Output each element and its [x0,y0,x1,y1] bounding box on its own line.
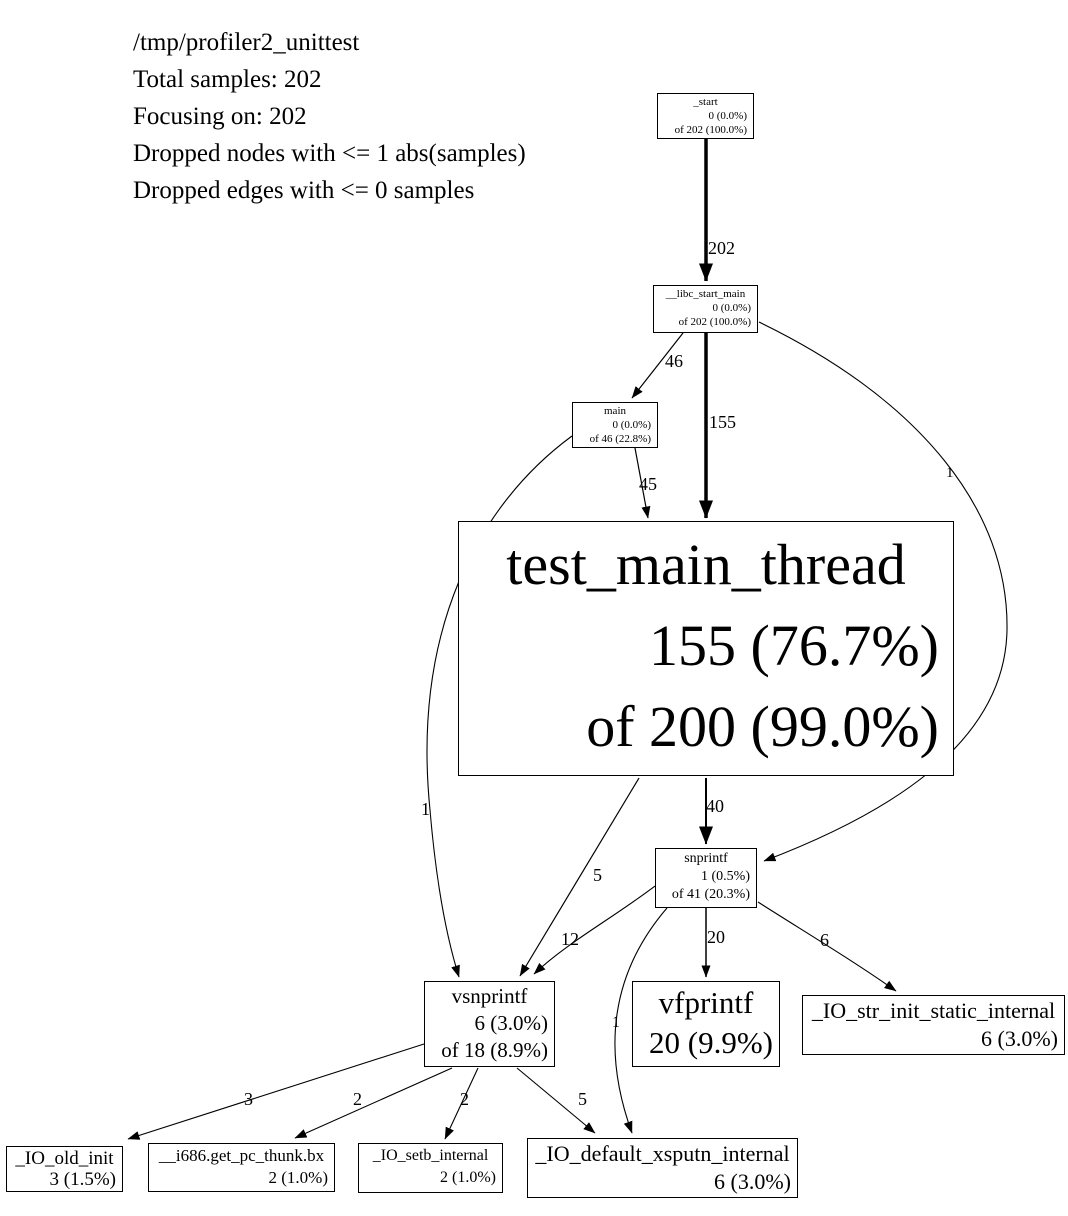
node-test-name: test_main_thread [506,532,906,597]
node-i686-get-pc-thunk: __i686.get_pc_thunk.bx 2 (1.0%) [148,1143,335,1192]
focusing-line: Focusing on: 202 [133,103,307,130]
node-i686-flat: 2 (1.0%) [268,1168,328,1187]
edge-label-vsnprintf-iosetb: 2 [460,1089,469,1109]
node-test-flat: 155 (76.7%) [649,613,939,678]
node-ioxsputn-name: _IO_default_xsputn_internal [535,1141,790,1166]
binary-path: /tmp/profiler2_unittest [133,29,360,56]
edge-snprintf-vsnprintf [533,885,656,975]
edge-label-test-vsnprintf: 5 [593,865,602,885]
edge-label-vsnprintf-i686: 2 [353,1089,362,1109]
edge-vsnprintf-iosetb [444,1067,479,1140]
node-start-cum: of 202 (100.0%) [674,124,747,136]
node-vfprintf-flat: 20 (9.9%) [649,1025,773,1060]
edge-snprintf-ioxsputn [614,907,668,1134]
node-start-name: _start [693,96,718,108]
edge-label-libc-snprintf: 1 [946,465,954,481]
edge-label-libc-test: 155 [709,412,736,432]
dropped-edges-line: Dropped edges with <= 0 samples [133,177,475,204]
node-ioxsputn-flat: 6 (3.0%) [714,1169,791,1194]
edge-main-test [634,447,651,519]
edge-label-main-test: 45 [639,474,657,494]
node-iooldinit-flat: 3 (1.5%) [49,1169,116,1190]
node-main-cum: of 46 (22.8%) [589,433,651,445]
node-iostrinit-name: _IO_str_init_static_internal [811,998,1056,1023]
node-io-default-xsputn-internal: _IO_default_xsputn_internal 6 (3.0%) [527,1138,798,1198]
edge-libc-snprintf [758,321,1008,862]
node-libc-name: __libc_start_main [665,288,746,300]
edge-vsnprintf-iooldinit [127,1043,425,1140]
node-iosetb-flat: 2 (1.0%) [440,1169,496,1186]
node-snprintf-cum: of 41 (20.3%) [671,887,750,902]
edge-snprintf-iostrinit [757,901,897,992]
edge-label-libc-main: 46 [665,351,683,371]
node-main-flat: 0 (0.0%) [612,419,652,431]
node-iosetb-name: _IO_setb_internal [372,1147,489,1164]
node-i686-name: __i686.get_pc_thunk.bx [158,1146,325,1165]
edge-vsnprintf-i686 [294,1067,453,1139]
node-libc-flat: 0 (0.0%) [712,302,752,314]
node-iooldinit-name: _IO_old_init [15,1148,114,1169]
node-snprintf-flat: 1 (0.5%) [701,869,750,884]
edge-vsnprintf-ioxsputn [516,1067,596,1134]
edge-test-vsnprintf [519,777,640,977]
node-test-main-thread: test_main_thread 155 (76.7%) of 200 (99.… [458,521,954,776]
edge-label-start-libc: 202 [708,238,735,258]
total-samples-line: Total samples: 202 [133,66,322,93]
node-vsnprintf-cum: of 18 (8.9%) [441,1038,548,1062]
node-iostrinit-flat: 6 (3.0%) [981,1026,1058,1051]
edge-label-snprintf-ioxsputn: 1 [612,1014,620,1031]
edge-label-vsnprintf-ioxsputn: 5 [578,1089,587,1109]
node-io-old-init: _IO_old_init 3 (1.5%) [6,1146,123,1192]
node-start: _start 0 (0.0%) of 202 (100.0%) [657,93,754,139]
node-snprintf: snprintf 1 (0.5%) of 41 (20.3%) [655,848,757,908]
node-snprintf-name: snprintf [684,851,728,866]
edge-main-vsnprintf [426,435,573,978]
dropped-nodes-line: Dropped nodes with <= 1 abs(samples) [133,140,526,167]
edge-label-vsnprintf-iooldinit: 3 [244,1089,253,1109]
node-libc-cum: of 202 (100.0%) [678,316,751,328]
node-main: main 0 (0.0%) of 46 (22.8%) [572,402,658,448]
node-vsnprintf: vsnprintf 6 (3.0%) of 18 (8.9%) [424,981,555,1067]
graph-summary: /tmp/profiler2_unittest Total samples: 2… [133,24,526,209]
node-vsnprintf-name: vsnprintf [451,984,528,1008]
node-start-flat: 0 (0.0%) [708,110,748,122]
edge-label-snprintf-vfprintf: 20 [707,927,725,947]
node-vfprintf-name: vfprintf [658,985,754,1020]
node-io-str-init-static-internal: _IO_str_init_static_internal 6 (3.0%) [802,995,1065,1055]
node-vfprintf: vfprintf 20 (9.9%) [632,981,780,1067]
node-test-cum: of 200 (99.0%) [586,694,939,759]
node-io-setb-internal: _IO_setb_internal 2 (1.0%) [358,1143,503,1193]
edge-label-main-vsnprintf: 1 [421,799,430,819]
node-main-name: main [604,405,626,417]
edge-label-snprintf-vsnprintf: 12 [561,929,579,949]
edge-label-snprintf-iostrinit: 6 [820,930,829,950]
edge-label-test-snprintf: 40 [706,796,724,816]
node-libc-start-main: __libc_start_main 0 (0.0%) of 202 (100.0… [653,285,758,333]
edge-libc-main [631,332,684,399]
node-vsnprintf-flat: 6 (3.0%) [474,1011,548,1035]
